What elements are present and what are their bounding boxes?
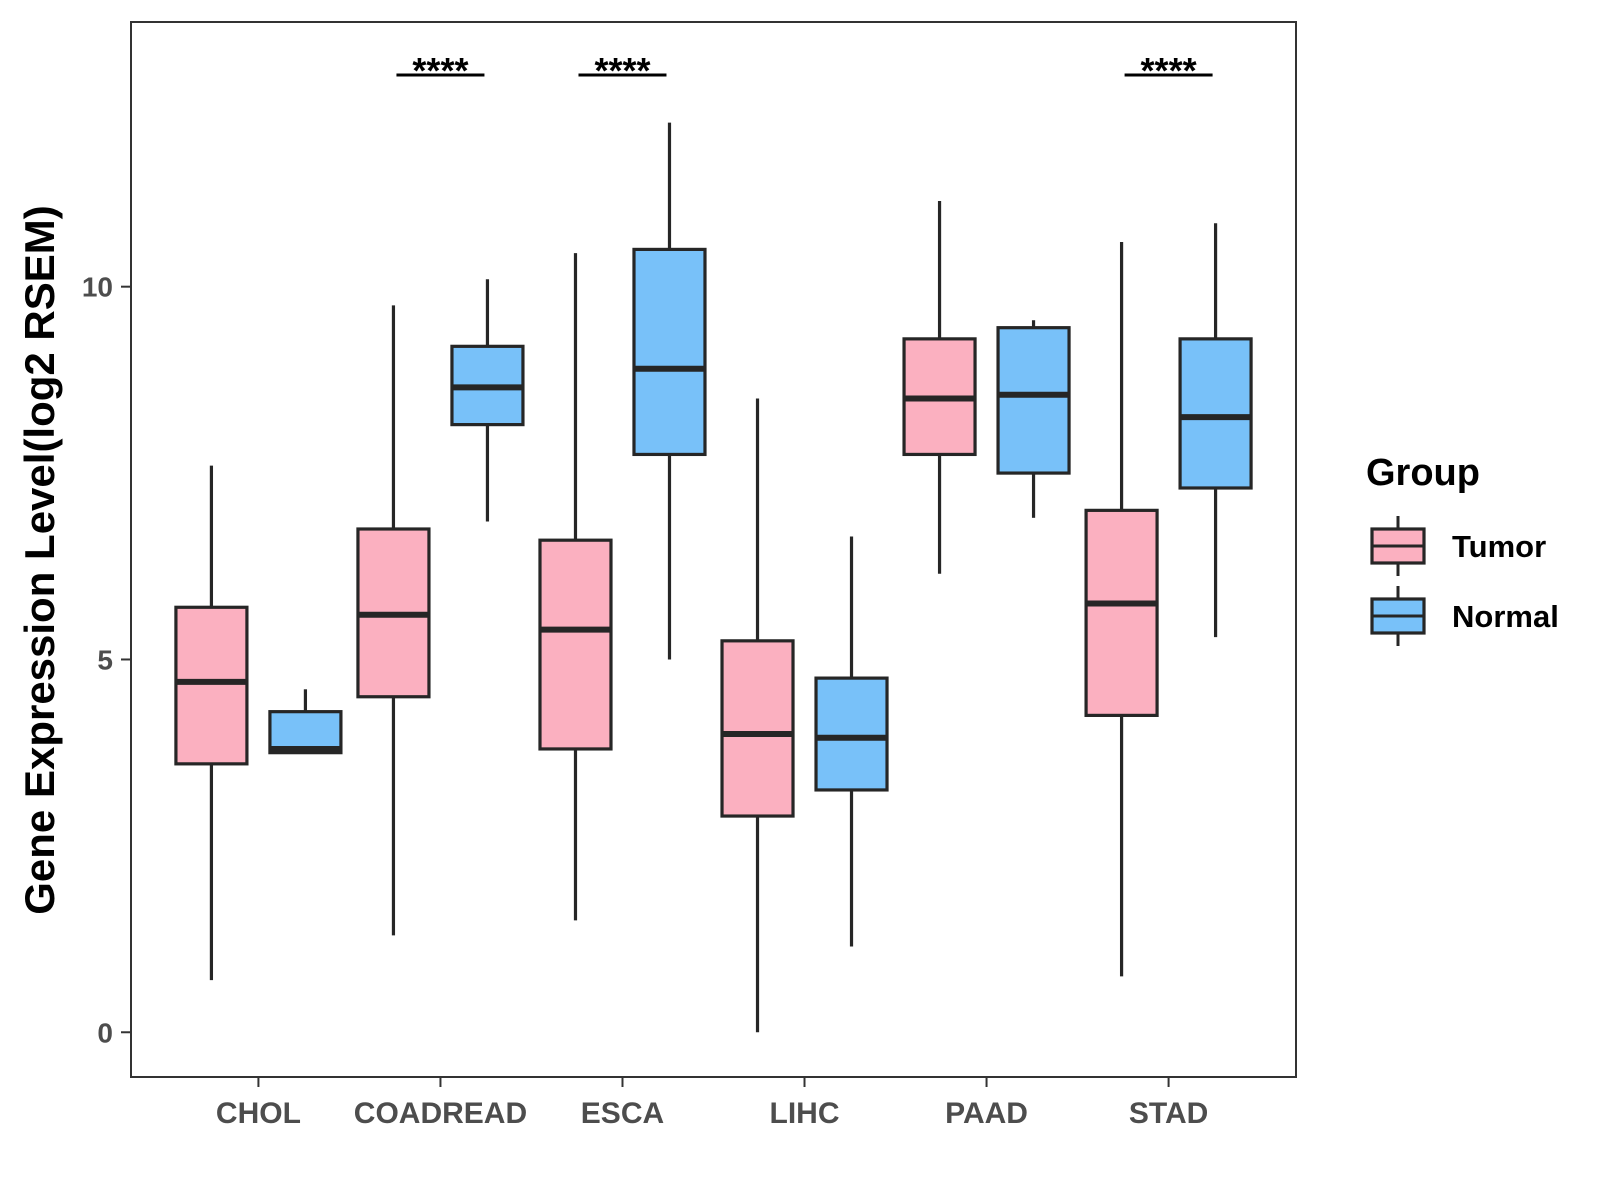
x-tick-label: COADREAD [354, 1097, 527, 1130]
box-normal-lihc [814, 536, 889, 947]
legend-item-normal: Normal [1370, 586, 1559, 646]
significance-label: **** [1141, 50, 1197, 91]
plot-panel [130, 21, 1297, 1078]
legend-label: Tumor [1452, 529, 1546, 564]
box-body [268, 710, 343, 755]
significance-layer: **** **** **** [396, 50, 1213, 91]
significance-label: **** [594, 50, 650, 91]
box-normal-coadread [450, 279, 525, 522]
box-tumor-coadread [356, 305, 431, 936]
box-tumor-lihc [720, 398, 795, 1033]
legend-label: Normal [1452, 599, 1559, 634]
axes: 0 5 10 CHOL COADREAD ESCA LIHC PAAD STAD [82, 272, 1208, 1130]
box-tumor-paad [902, 200, 977, 574]
y-axis-title: Gene Expression Level(log2 RSEM) [16, 205, 63, 915]
y-tick-label: 10 [82, 272, 113, 303]
y-tick-label: 5 [97, 644, 113, 675]
legend-item-tumor: Tumor [1370, 516, 1546, 576]
legend-title: Group [1366, 452, 1480, 494]
box-normal-chol [268, 689, 343, 755]
box-normal-paad [996, 320, 1071, 518]
box-body [632, 247, 707, 457]
box-normal-esca [632, 122, 707, 660]
box-tumor-chol [174, 465, 249, 981]
box-body [538, 538, 613, 751]
x-tick-label: ESCA [581, 1097, 664, 1130]
box-body [996, 326, 1071, 475]
x-tick-label: CHOL [216, 1097, 301, 1130]
box-body [720, 639, 795, 818]
y-tick-label: 0 [97, 1017, 113, 1048]
significance-label: **** [412, 50, 468, 91]
x-tick-label: STAD [1129, 1097, 1208, 1130]
box-tumor-stad [1084, 241, 1159, 977]
x-tick-label: PAAD [945, 1097, 1028, 1130]
box-body [814, 676, 889, 792]
x-tick-label: LIHC [770, 1097, 840, 1130]
box-normal-stad [1178, 223, 1253, 638]
box-tumor-esca [538, 253, 613, 921]
legend: Group Tumor Normal [1366, 452, 1559, 646]
box-body [1178, 337, 1253, 490]
box-body [1084, 508, 1159, 717]
box-layer [174, 122, 1253, 1033]
box-body [174, 605, 249, 766]
panel-border [130, 21, 1297, 1078]
